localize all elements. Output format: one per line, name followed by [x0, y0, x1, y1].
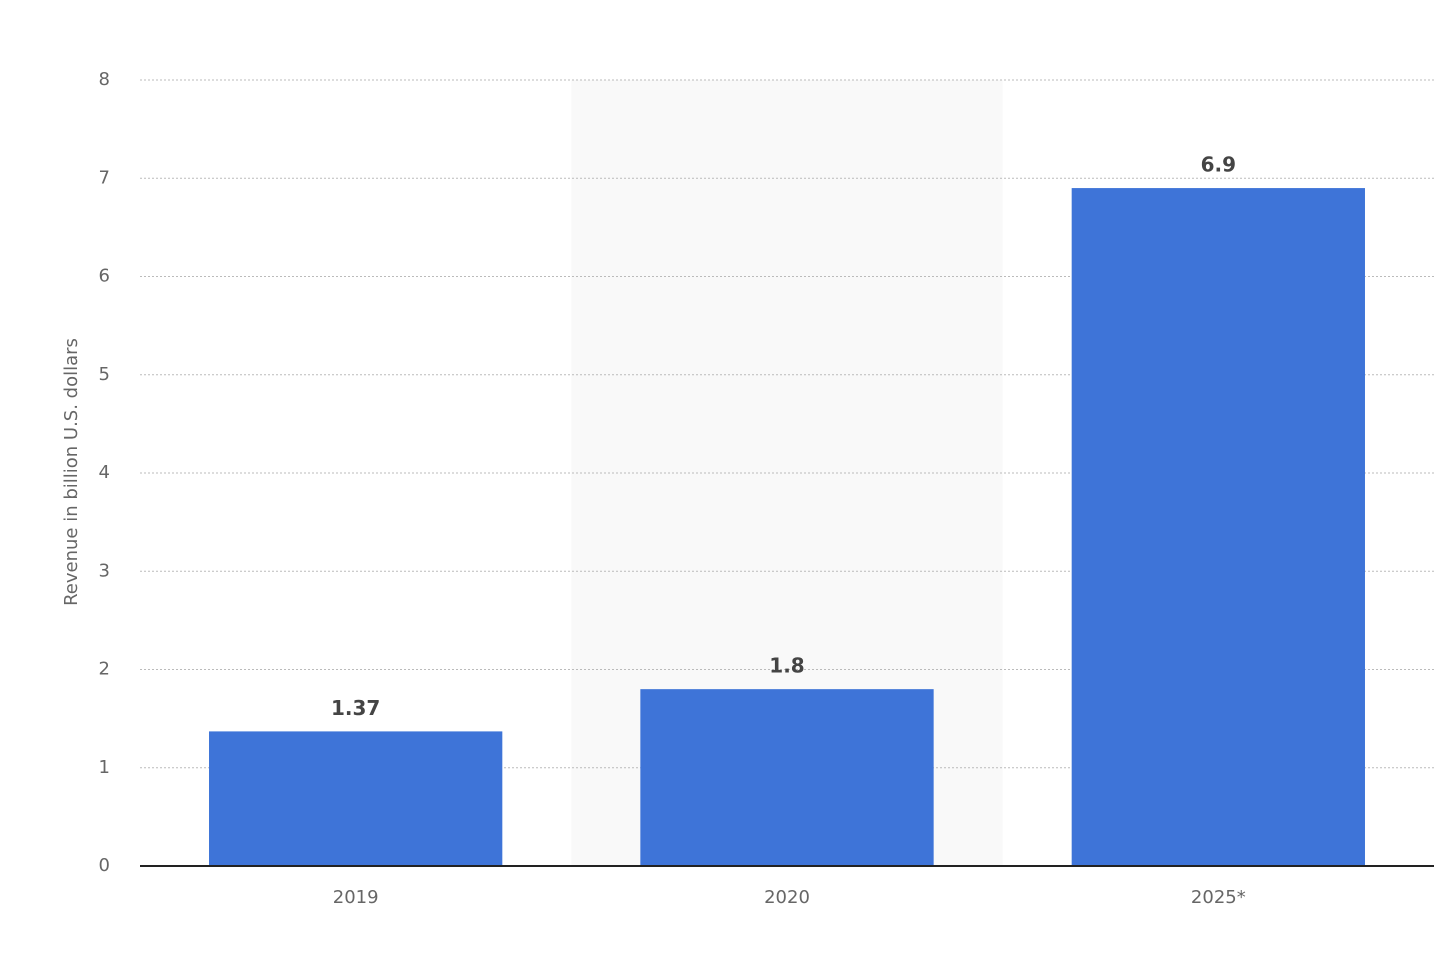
x-tick-label: 2025* — [1191, 887, 1246, 908]
x-tick-label: 2019 — [333, 887, 379, 908]
x-tick-label: 2020 — [764, 887, 810, 908]
bar — [1071, 188, 1365, 866]
y-tick-label: 0 — [99, 855, 110, 876]
y-tick-label: 6 — [99, 266, 110, 287]
y-tick-label: 7 — [99, 167, 110, 188]
y-axis-label: Revenue in billion U.S. dollars — [61, 338, 82, 606]
y-tick-label: 8 — [99, 69, 110, 90]
y-tick-label: 3 — [99, 560, 110, 581]
value-label: 6.9 — [1201, 153, 1236, 177]
bar — [209, 731, 503, 866]
value-label: 1.37 — [331, 696, 380, 720]
y-tick-label: 4 — [99, 462, 110, 483]
y-tick-label: 1 — [99, 757, 110, 778]
value-label: 1.8 — [769, 654, 804, 678]
y-tick-label: 2 — [99, 659, 110, 680]
y-tick-label: 5 — [99, 364, 110, 385]
bar — [640, 689, 934, 866]
